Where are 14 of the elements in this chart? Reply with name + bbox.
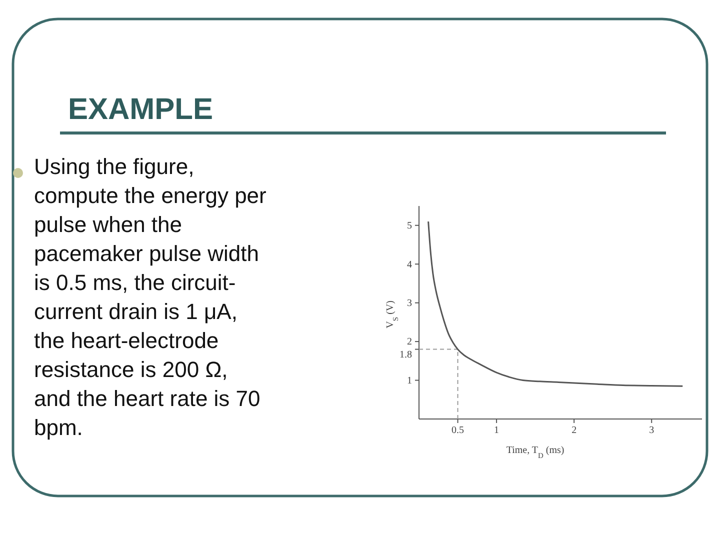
y-tick-label: 4 <box>407 259 412 270</box>
x-tick-label: 3 <box>649 425 654 436</box>
y-tick-label: 3 <box>407 298 412 310</box>
text: Using the figure, compute the energy per pulse when the pacemaker pulse width is 0.5 ms, the circuit-current drain is 1 μA, the heart-electrode resistance is 200 Ω, and the heart rate is 70 bpm. <box>34 154 266 440</box>
x-tick-label: 1 <box>494 425 500 436</box>
y-tick-label: 2 <box>407 336 412 348</box>
y-tick-label: 5 <box>407 220 412 232</box>
x-axis-title: Time, T$_{D}$ (ms) <box>506 445 564 460</box>
x-tick-label: 0.5 <box>452 425 464 436</box>
y-tick-label: 1 <box>407 375 412 386</box>
x-tick-label: 2 <box>572 425 577 436</box>
text: EXAMPLE <box>68 93 214 126</box>
y-tick-label: 1.8 <box>400 349 412 360</box>
line-series <box>428 220 684 387</box>
